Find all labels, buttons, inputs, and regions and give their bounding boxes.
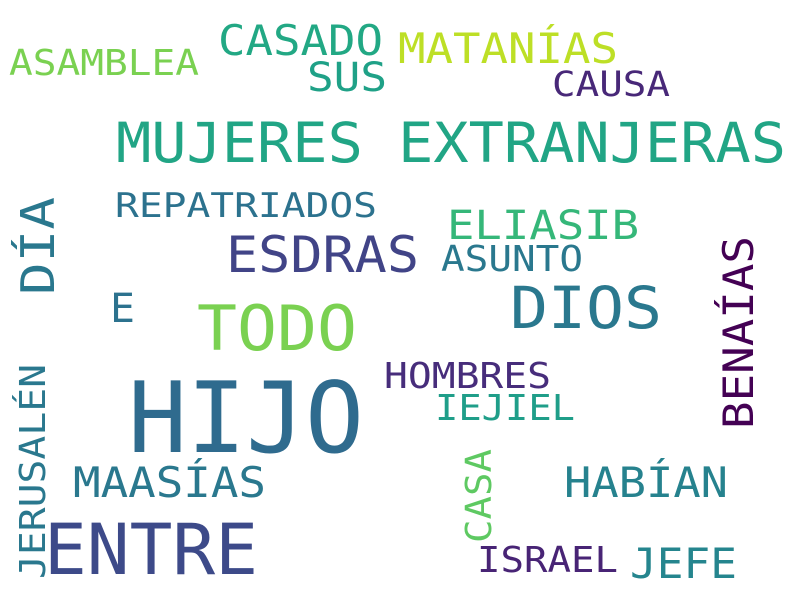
word-dia: DÍA xyxy=(11,197,65,295)
word-habian: HABÍAN xyxy=(564,457,728,507)
word-israel: ISRAEL xyxy=(477,540,618,581)
word-repatriados: REPATRIADOS xyxy=(115,186,377,226)
word-hijo: HIJO xyxy=(128,362,364,476)
word-hombres: HOMBRES xyxy=(384,356,551,397)
word-sus: SUS xyxy=(307,55,387,101)
word-benaias: BENAÍAS xyxy=(713,236,763,429)
word-casado: CASADO xyxy=(218,16,383,65)
word-mujeres-extranjeras: MUJERES EXTRANJERAS xyxy=(116,111,786,175)
word-jerusalen: JERUSALÉN xyxy=(12,364,54,579)
word-eliasib: ELIASIB xyxy=(447,203,639,249)
word-casa: CASA xyxy=(459,449,500,543)
word-esdras: ESDRAS xyxy=(226,226,419,284)
word-entre: ENTRE xyxy=(44,509,258,591)
word-maasias: MAASÍAS xyxy=(73,457,266,507)
word-dios: DIOS xyxy=(510,274,662,342)
word-jefe: JEFE xyxy=(630,539,737,588)
word-asunto: ASUNTO xyxy=(441,239,583,280)
word-causa: CAUSA xyxy=(552,65,670,105)
word-asamblea: ASAMBLEA xyxy=(9,43,199,84)
word-matanias: MATANÍAS xyxy=(398,23,618,73)
word-todo: TODO xyxy=(197,292,357,365)
word-iejiel: IEJIEL xyxy=(435,388,575,429)
word-e: E xyxy=(110,286,135,332)
